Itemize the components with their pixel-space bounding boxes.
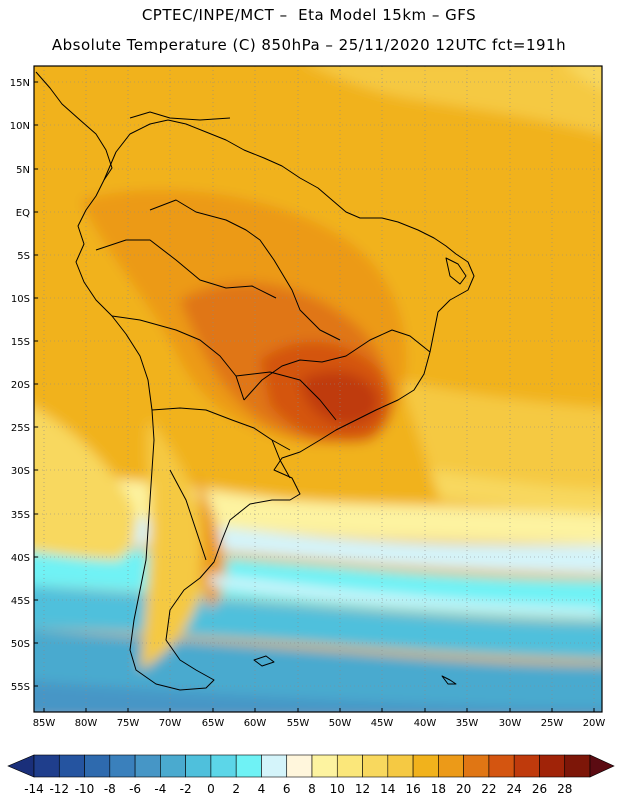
colorbar-tick-label: 24	[506, 782, 522, 796]
lat-label: 40S	[11, 553, 30, 564]
colorbar-swatch	[235, 754, 262, 778]
colorbar-swatch	[412, 754, 439, 778]
colorbar-swatch	[185, 754, 212, 778]
lat-label: 15S	[11, 337, 30, 348]
map-title-line2: Absolute Temperature (C) 850hPa – 25/11/…	[51, 36, 567, 54]
graticule	[34, 66, 602, 712]
colorbar-tick-label: 28	[557, 782, 573, 796]
colorbar-swatch	[488, 754, 515, 778]
lat-label: 20S	[11, 380, 30, 391]
lon-label: 80W	[75, 718, 98, 729]
map-border	[33, 65, 603, 713]
colorbar-tick-label: -14	[24, 782, 44, 796]
lon-label: 20W	[583, 718, 606, 729]
colorbar-swatch	[362, 754, 389, 778]
colorbar-tick-label: 0	[207, 782, 215, 796]
colorbar	[7, 754, 615, 778]
colorbar-tick-label: -12	[49, 782, 70, 796]
lat-label: 15N	[10, 78, 30, 89]
colorbar-swatch	[387, 754, 414, 778]
colorbar-swatch	[58, 754, 85, 778]
lon-label: 85W	[33, 718, 56, 729]
lat-label: 45S	[11, 596, 30, 607]
colorbar-tick-label: -8	[103, 782, 116, 796]
colorbar-tick-label: 20	[455, 782, 472, 796]
colorbar-tick-label: 12	[354, 782, 371, 796]
lon-label: 25W	[541, 718, 564, 729]
colorbar-swatch	[513, 754, 540, 778]
lon-label: 60W	[244, 718, 267, 729]
lat-label: 50S	[11, 639, 30, 650]
colorbar-swatch	[84, 754, 111, 778]
colorbar-swatch	[336, 754, 363, 778]
lat-label: 5N	[16, 165, 30, 176]
colorbar-swatch	[261, 754, 288, 778]
lat-label: 5S	[17, 251, 30, 262]
lat-label: 55S	[11, 682, 30, 693]
colorbar-tick-label: 26	[531, 782, 548, 796]
lat-label: 10S	[11, 294, 30, 305]
colorbar-tick-label: 14	[380, 782, 396, 796]
lon-label: 45W	[371, 718, 394, 729]
colorbar-tick-label: 2	[232, 782, 240, 796]
colorbar-tick-label: -10	[74, 782, 95, 796]
colorbar-tick-label: 22	[481, 782, 497, 796]
temperature-field	[34, 66, 602, 712]
colorbar-tick-label: 10	[329, 782, 345, 796]
lon-label: 70W	[159, 718, 182, 729]
latitude-labels: 15N 10N 5N EQ 5S 10S 15S 20S 25S 30S 35S…	[10, 78, 30, 693]
colorbar-swatch	[438, 754, 464, 778]
colorbar-swatch	[539, 754, 566, 778]
colorbar-swatch	[463, 754, 490, 778]
lat-label: 25S	[11, 423, 30, 434]
lon-label: 50W	[329, 718, 352, 729]
lat-label: 35S	[11, 510, 30, 521]
colorbar-swatch	[286, 754, 313, 778]
lon-label: 30W	[499, 718, 522, 729]
colorbar-tick-label: 4	[257, 782, 266, 796]
lon-label: 40W	[414, 718, 437, 729]
colorbar-swatch	[160, 754, 186, 778]
colorbar-tick-label: 18	[430, 782, 446, 796]
map-title-line1: CPTEC/INPE/MCT – Eta Model 15km – GFS	[141, 6, 477, 24]
lat-label: 30S	[11, 466, 30, 477]
colorbar-tick-label: 16	[405, 782, 421, 796]
lat-label: 10N	[10, 121, 30, 132]
colorbar-swatch	[564, 754, 591, 778]
lon-label: 35W	[456, 718, 479, 729]
lon-label: 75W	[117, 718, 140, 729]
colorbar-swatch	[311, 754, 338, 778]
colorbar-swatch	[210, 754, 237, 778]
colorbar-swatch	[134, 754, 161, 778]
colorbar-tick-label: 6	[282, 782, 291, 796]
colorbar-tick-label: -2	[179, 782, 192, 796]
colorbar-tick-label: -4	[154, 782, 167, 796]
coastlines	[35, 71, 475, 691]
colorbar-left-arrow	[7, 754, 35, 778]
longitude-labels: 85W 80W 75W 70W 65W 60W 55W 50W 45W 40W …	[33, 718, 606, 729]
colorbar-swatch	[33, 754, 60, 778]
lon-label: 65W	[202, 718, 225, 729]
colorbar-tick-label: 8	[308, 782, 316, 796]
colorbar-swatch	[109, 754, 136, 778]
lon-label: 55W	[287, 718, 310, 729]
colorbar-tick-label: -6	[129, 782, 142, 796]
colorbar-right-arrow	[589, 754, 615, 778]
lat-label: EQ	[16, 208, 30, 219]
axis-ticks	[34, 81, 595, 712]
